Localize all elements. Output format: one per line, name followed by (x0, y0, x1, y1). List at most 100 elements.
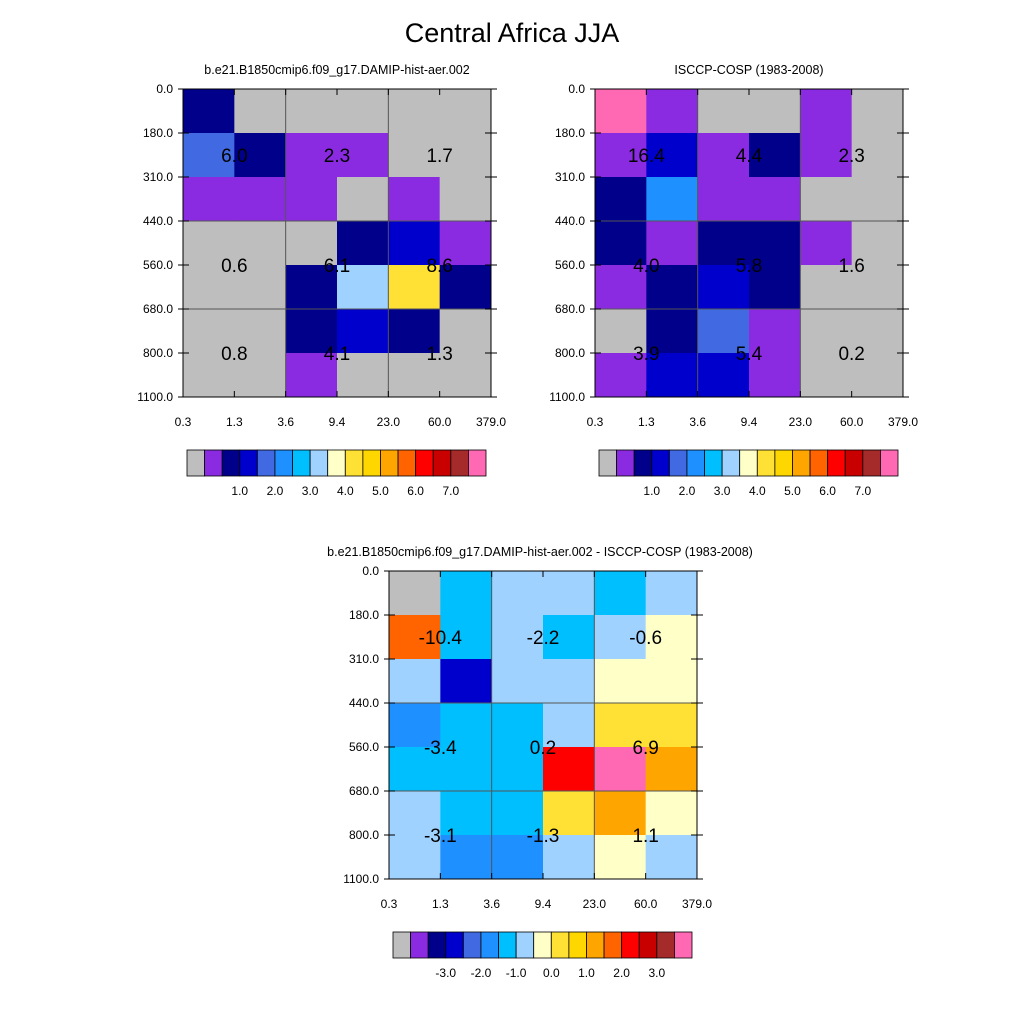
colorbar-swatch-diff-8 (533, 931, 552, 959)
colorbar-swatch-obs-6 (704, 449, 723, 477)
heatmap-cell-diff-r2-c4 (594, 659, 647, 704)
heatmap-cell-diff-r2-c5 (645, 659, 698, 704)
group-value-diff-r2-c2: 1.1 (632, 826, 658, 847)
colorbar-swatch-model-9 (344, 449, 364, 477)
heatmap-cell-diff-r6-c3 (543, 835, 595, 880)
heatmap-cell-model-r4-c3 (337, 265, 389, 310)
y-tick-label-model-3: 440.0 (143, 214, 173, 228)
heatmap-cell-diff-r3-c1 (440, 703, 493, 748)
colorbar-swatch-diff-2 (427, 931, 447, 959)
heatmap-cell-diff-r2-c2 (491, 659, 544, 704)
heatmap-cell-diff-r1-c4 (594, 615, 647, 660)
colorbar-label-obs-1: 2.0 (679, 484, 696, 498)
colorbar-label-model-1: 2.0 (267, 484, 284, 498)
heatmap-cell-diff-r4-c2 (491, 747, 544, 792)
heatmap-cell-model-r3-c0 (183, 221, 235, 266)
group-value-model-r2-c0: 0.8 (221, 344, 247, 365)
y-tick-label-obs-5: 680.0 (555, 302, 585, 316)
group-value-model-r0-c1: 2.3 (324, 146, 350, 167)
colorbar-swatch-model-0 (186, 449, 205, 477)
heatmap-cell-diff-r1-c2 (491, 615, 544, 660)
y-tick-label-model-1: 180.0 (143, 126, 173, 140)
x-tick-label-model-5: 60.0 (428, 415, 452, 429)
heatmap-cell-diff-r2-c1 (440, 659, 493, 704)
y-tick-label-obs-3: 440.0 (555, 214, 585, 228)
colorbar-label-diff-2: -1.0 (506, 966, 527, 980)
colorbar-swatch-obs-9 (756, 449, 776, 477)
y-tick-label-obs-2: 310.0 (555, 170, 585, 184)
colorbar-swatch-model-1 (204, 449, 223, 477)
heatmap-cell-diff-r1-c1 (440, 615, 493, 660)
heatmap-cell-diff-r6-c2 (491, 835, 544, 880)
colorbar-swatch-diff-0 (392, 931, 411, 959)
heatmap-cell-diff-r3-c3 (543, 703, 595, 748)
colorbar-label-obs-0: 1.0 (643, 484, 660, 498)
colorbar-swatch-model-12 (397, 449, 417, 477)
heatmap-cell-obs-r6-c5 (851, 353, 904, 398)
colorbar-swatch-obs-14 (844, 449, 864, 477)
colorbar-swatch-obs-5 (686, 449, 705, 477)
group-value-model-r1-c1: 6.1 (324, 256, 350, 277)
colorbar-swatch-diff-7 (515, 931, 535, 959)
y-tick-label-model-7: 1100.0 (137, 390, 173, 404)
x-tick-label-model-4: 23.0 (377, 415, 401, 429)
heatmap-cell-obs-r1-c1 (646, 133, 699, 178)
heatmap-cell-model-r2-c3 (337, 177, 389, 222)
x-tick-label-diff-6: 379.0 (682, 897, 712, 911)
heatmap-cell-diff-r5-c5 (645, 791, 698, 836)
group-value-diff-r0-c1: -2.2 (527, 628, 560, 649)
heatmap-cell-diff-r4-c3 (543, 747, 595, 792)
x-tick-label-obs-6: 379.0 (888, 415, 918, 429)
y-tick-label-diff-0: 0.0 (362, 564, 379, 578)
heatmap-cell-diff-r6-c0 (389, 835, 441, 880)
group-value-diff-r1-c1: 0.2 (530, 738, 556, 759)
heatmap-cell-model-r6-c3 (337, 353, 389, 398)
heatmap-cell-model-r3-c1 (234, 221, 287, 266)
colorbar-swatch-obs-1 (616, 449, 635, 477)
y-tick-label-diff-7: 1100.0 (343, 872, 379, 886)
heatmap-cell-model-r1-c0 (183, 133, 235, 178)
heatmap-cell-obs-r3-c2 (697, 221, 750, 266)
colorbar-label-model-6: 7.0 (442, 484, 459, 498)
heatmap-cell-model-r0-c5 (439, 89, 492, 134)
y-tick-label-model-5: 680.0 (143, 302, 173, 316)
colorbar-swatch-obs-2 (633, 449, 653, 477)
colorbar-swatch-model-13 (415, 449, 434, 477)
heatmap-cell-obs-r6-c0 (595, 353, 647, 398)
heatmap-cell-obs-r1-c2 (697, 133, 750, 178)
colorbar-swatch-obs-15 (862, 449, 881, 477)
heatmap-cell-obs-r2-c0 (595, 177, 647, 222)
heatmap-cell-obs-r2-c2 (697, 177, 750, 222)
y-tick-label-diff-5: 680.0 (349, 784, 379, 798)
heatmap-cell-model-r5-c5 (439, 309, 492, 354)
heatmap-cell-diff-r0-c5 (645, 571, 698, 616)
heatmap-cell-diff-r1-c3 (543, 615, 595, 660)
heatmap-cell-obs-r0-c1 (646, 89, 699, 134)
colorbar-swatch-obs-7 (721, 449, 741, 477)
heatmap-cell-model-r5-c4 (388, 309, 441, 354)
colorbar-swatch-diff-10 (568, 931, 587, 959)
colorbar-swatch-diff-15 (656, 931, 675, 959)
heatmap-cell-obs-r6-c4 (800, 353, 853, 398)
chart-main-title: Central Africa JJA (404, 18, 620, 48)
heatmap-cell-diff-r3-c5 (645, 703, 698, 748)
heatmap-cell-model-r6-c2 (285, 353, 338, 398)
heatmap-cell-model-r6-c1 (234, 353, 287, 398)
heatmap-cell-obs-r5-c4 (800, 309, 853, 354)
heatmap-cell-diff-r5-c2 (491, 791, 544, 836)
colorbar-label-model-3: 4.0 (337, 484, 354, 498)
heatmap-cell-obs-r1-c5 (851, 133, 904, 178)
x-tick-label-obs-1: 1.3 (638, 415, 655, 429)
colorbar-swatch-model-4 (256, 449, 276, 477)
heatmap-cell-diff-r4-c5 (645, 747, 698, 792)
heatmap-cell-model-r0-c2 (285, 89, 338, 134)
group-value-model-r2-c1: 4.1 (324, 344, 350, 365)
group-value-obs-r0-c1: 4.4 (736, 146, 763, 167)
group-value-obs-r2-c1: 5.4 (736, 344, 763, 365)
colorbar-swatch-model-3 (239, 449, 258, 477)
group-value-diff-r1-c2: 6.9 (632, 738, 658, 759)
heatmap-cell-model-r4-c2 (285, 265, 338, 310)
heatmap-cell-obs-r1-c4 (800, 133, 853, 178)
heatmap-cell-obs-r4-c4 (800, 265, 853, 310)
